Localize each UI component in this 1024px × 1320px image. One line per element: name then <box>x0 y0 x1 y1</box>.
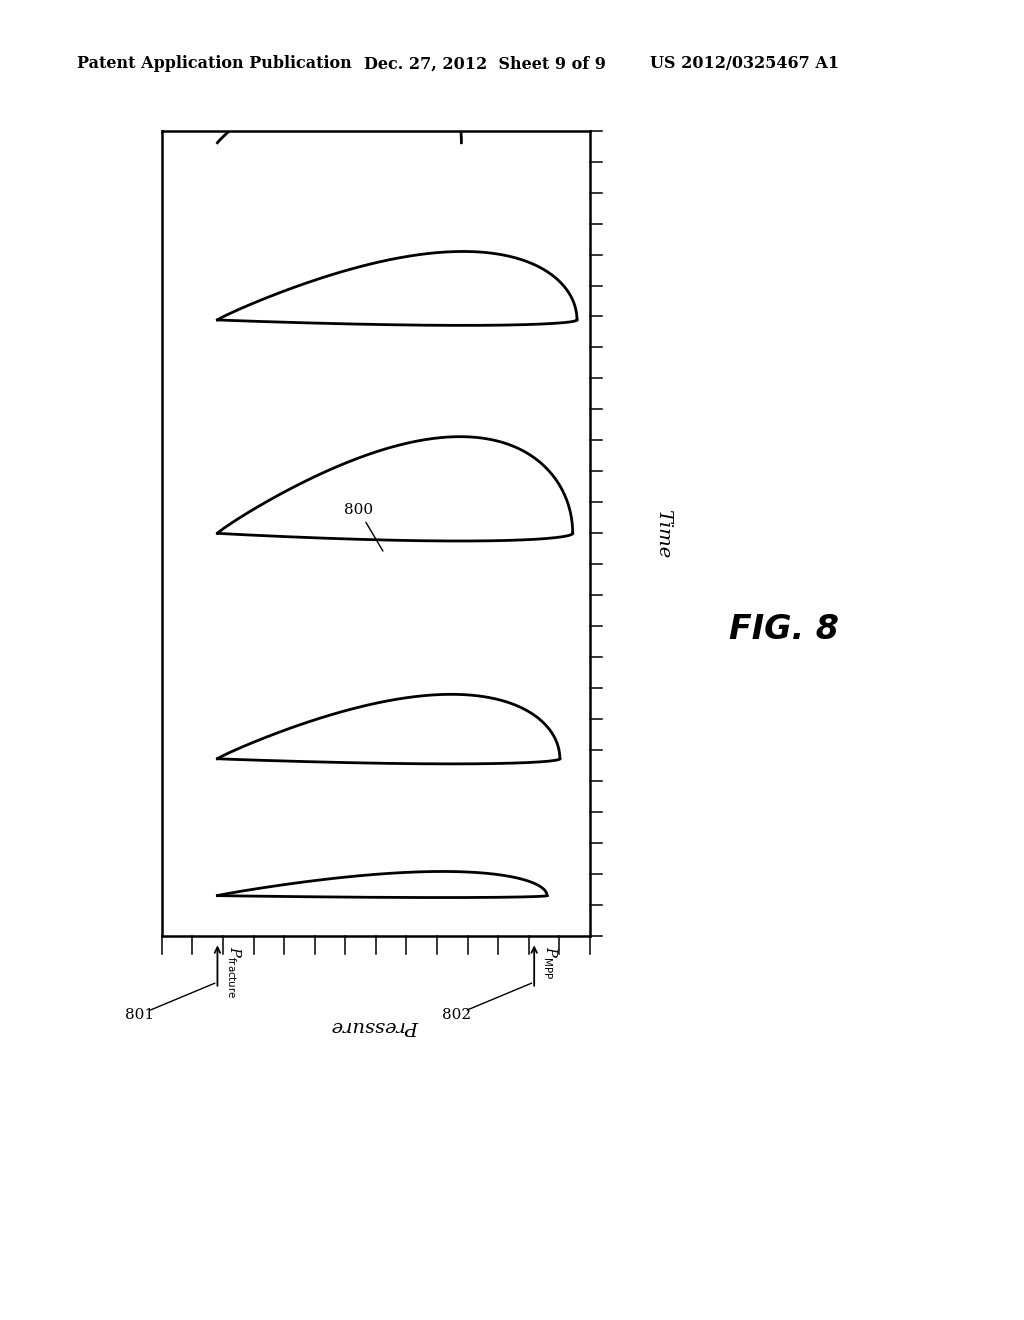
Text: Dec. 27, 2012  Sheet 9 of 9: Dec. 27, 2012 Sheet 9 of 9 <box>364 55 605 73</box>
Text: Patent Application Publication: Patent Application Publication <box>77 55 351 73</box>
Text: FIG. 8: FIG. 8 <box>729 614 840 647</box>
Text: P$_{\sf fracture}$: P$_{\sf fracture}$ <box>224 946 243 999</box>
Text: US 2012/0325467 A1: US 2012/0325467 A1 <box>650 55 840 73</box>
Text: Time: Time <box>654 508 673 558</box>
Text: 800: 800 <box>344 503 383 550</box>
Text: 801: 801 <box>125 1008 155 1022</box>
Text: 802: 802 <box>442 1008 471 1022</box>
Text: Pressure: Pressure <box>332 1016 420 1035</box>
Text: P$_{\sf MPP}$: P$_{\sf MPP}$ <box>542 946 559 979</box>
